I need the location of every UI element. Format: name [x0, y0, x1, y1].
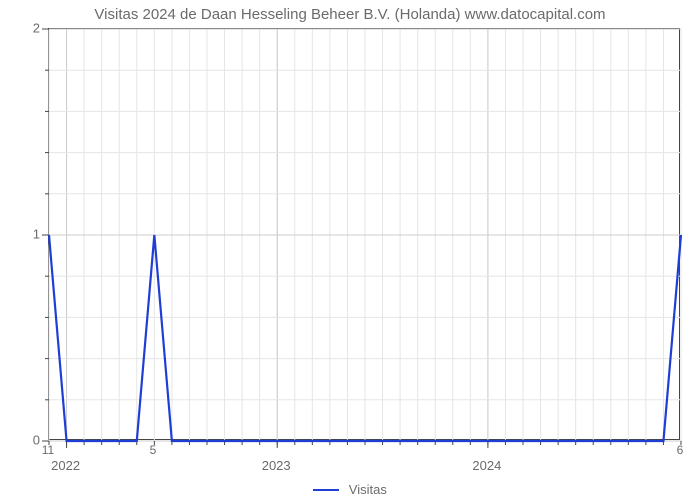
- x-tick-label: 2022: [51, 458, 80, 473]
- legend: Visitas: [0, 481, 700, 497]
- point-label: 5: [150, 443, 157, 457]
- x-tick-label: 2023: [262, 458, 291, 473]
- legend-line-icon: [313, 489, 339, 491]
- plot-area: [48, 28, 680, 440]
- chart-container: Visitas 2024 de Daan Hesseling Beheer B.…: [0, 0, 700, 500]
- chart-title: Visitas 2024 de Daan Hesseling Beheer B.…: [0, 6, 700, 23]
- chart-svg: [49, 29, 681, 441]
- legend-label: Visitas: [349, 482, 387, 497]
- x-tick-label: 2024: [472, 458, 501, 473]
- y-tick-label: 0: [10, 433, 40, 448]
- point-label: 11: [42, 443, 54, 457]
- y-tick-label: 1: [10, 227, 40, 242]
- point-label: 6: [677, 443, 684, 457]
- y-tick-label: 2: [10, 21, 40, 36]
